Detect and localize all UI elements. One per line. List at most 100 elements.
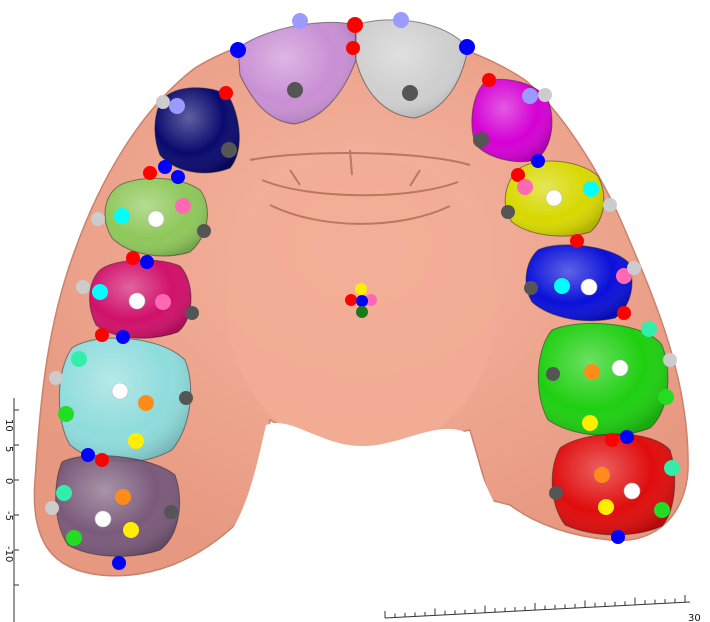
landmark-point	[598, 499, 614, 515]
landmark-point	[583, 181, 599, 197]
landmark-point	[627, 261, 641, 275]
landmark-point	[402, 85, 418, 101]
landmark-point	[473, 132, 489, 148]
landmark-point	[292, 13, 308, 29]
landmark-point	[623, 482, 641, 500]
tooth-shine	[238, 22, 356, 124]
landmark-point	[459, 39, 475, 55]
landmark-point	[658, 389, 674, 405]
landmark-point	[365, 294, 377, 306]
tooth-shine	[356, 19, 468, 118]
landmark-point	[158, 160, 172, 174]
landmark-point	[56, 485, 72, 501]
landmark-point	[546, 367, 560, 381]
landmark-point	[482, 73, 496, 87]
landmark-point	[81, 448, 95, 462]
tooth-shine	[552, 434, 675, 535]
landmark-point	[356, 295, 368, 307]
landmark-point	[538, 88, 552, 102]
landmark-point	[605, 433, 619, 447]
landmark-point	[185, 306, 199, 320]
landmark-point	[123, 522, 139, 538]
tooth-shine	[55, 455, 180, 557]
landmark-point	[95, 453, 109, 467]
tooth-shine	[59, 338, 191, 463]
landmark-point	[143, 166, 157, 180]
landmark-point	[616, 268, 632, 284]
landmark-point	[111, 382, 129, 400]
landmark-point	[94, 510, 112, 528]
left-axis-tick-label: 0	[3, 478, 14, 484]
landmark-point	[517, 179, 533, 195]
landmark-point	[92, 284, 108, 300]
landmark-point	[164, 505, 178, 519]
scan-hole	[232, 422, 505, 610]
bottom-axis: 30	[384, 595, 701, 622]
landmark-point	[603, 198, 617, 212]
landmark-point	[115, 489, 131, 505]
landmark-point	[179, 391, 193, 405]
landmark-point	[219, 86, 233, 100]
landmark-point	[355, 283, 367, 295]
landmark-point	[522, 88, 538, 104]
landmark-point	[156, 95, 170, 109]
landmark-point	[393, 12, 409, 28]
landmark-point	[346, 41, 360, 55]
landmark-point	[664, 460, 680, 476]
left-axis-tick-label: 10	[3, 419, 14, 432]
landmark-point	[76, 280, 90, 294]
landmark-point	[345, 294, 357, 306]
landmark-point	[155, 294, 171, 310]
landmark-point	[128, 433, 144, 449]
landmark-point	[549, 486, 563, 500]
landmark-point	[126, 251, 140, 265]
landmark-point	[594, 467, 610, 483]
landmark-point	[197, 224, 211, 238]
landmark-point	[45, 501, 59, 515]
landmark-point	[91, 212, 105, 226]
palate-ridges	[249, 149, 471, 225]
landmark-point	[114, 208, 130, 224]
left-axis-tick-label: -10	[3, 546, 14, 562]
landmark-points	[45, 12, 680, 570]
landmark-point	[584, 364, 600, 380]
landmark-point	[501, 205, 515, 219]
landmark-point	[611, 359, 629, 377]
landmark-point	[287, 82, 303, 98]
landmark-point	[95, 328, 109, 342]
landmark-point	[128, 292, 146, 310]
landmark-point	[554, 278, 570, 294]
landmark-point	[611, 530, 625, 544]
landmark-point	[620, 430, 634, 444]
landmark-point	[58, 406, 74, 422]
landmark-point	[654, 502, 670, 518]
tooth-shine	[538, 323, 668, 436]
tooth-shine	[526, 244, 632, 321]
landmark-point	[230, 42, 246, 58]
landmark-point	[221, 142, 237, 158]
landmark-point	[347, 17, 363, 33]
landmark-point	[580, 278, 598, 296]
landmark-point	[545, 189, 563, 207]
landmark-point	[66, 530, 82, 546]
left-axis-tick-label: 5	[3, 446, 14, 452]
landmark-point	[112, 556, 126, 570]
landmark-point	[171, 170, 185, 184]
landmark-point	[140, 255, 154, 269]
landmark-point	[147, 210, 165, 228]
landmark-point	[617, 306, 631, 320]
landmark-point	[71, 351, 87, 367]
landmark-point	[663, 353, 677, 367]
landmark-point	[570, 234, 584, 248]
landmark-point	[356, 306, 368, 318]
landmark-point	[524, 281, 538, 295]
landmark-point	[49, 371, 63, 385]
landmark-point	[531, 154, 545, 168]
left-axis: 10 5 0 -5 -10	[3, 398, 19, 622]
landmark-point	[175, 198, 191, 214]
landmark-point	[169, 98, 185, 114]
bottom-axis-end-label: 30	[688, 613, 701, 622]
landmark-point	[511, 168, 525, 182]
landmark-point	[582, 415, 598, 431]
